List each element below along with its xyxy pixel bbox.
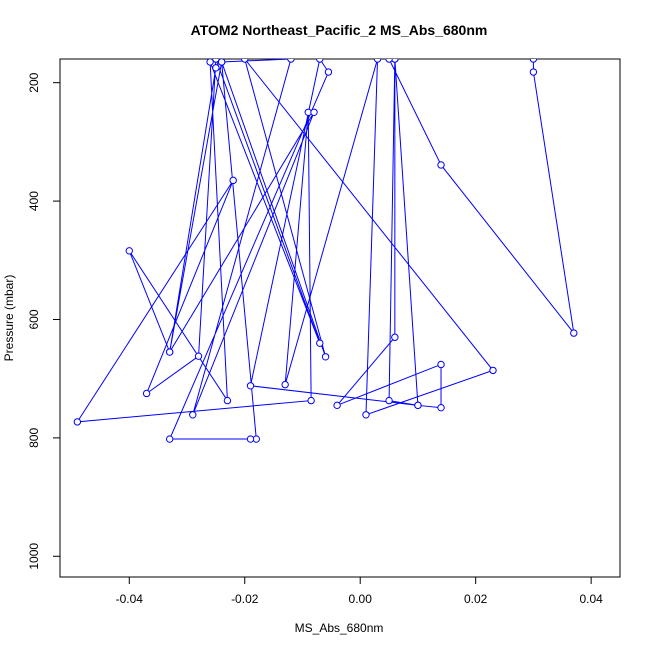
data-point <box>223 396 232 405</box>
data-point <box>437 360 445 369</box>
x-tick-label: -0.02 <box>231 592 259 606</box>
data-point <box>437 161 445 169</box>
y-tick-label: 400 <box>27 191 41 211</box>
data-point <box>206 59 214 66</box>
x-tick-label: 0.04 <box>579 592 603 606</box>
data-point <box>165 348 174 356</box>
data-point <box>229 176 237 185</box>
data-point <box>385 59 393 63</box>
x-axis-label: MS_Abs_680nm <box>295 621 384 635</box>
series-layer <box>73 59 578 443</box>
x-axis: -0.04 -0.02 0.00 0.02 0.04 <box>116 576 603 606</box>
data-point <box>391 333 399 341</box>
y-tick-label: 1000 <box>27 543 41 570</box>
data-point <box>333 401 341 410</box>
data-point <box>241 59 249 63</box>
x-tick-label: -0.04 <box>116 592 144 606</box>
data-point <box>165 435 174 443</box>
chart-title: ATOM2 Northeast_Pacific_2 MS_Abs_680nm <box>191 22 488 38</box>
data-point <box>373 59 382 63</box>
data-point <box>212 64 220 72</box>
data-point <box>246 382 255 390</box>
data-point <box>287 59 295 63</box>
y-axis-label: Pressure (mbar) <box>2 275 16 362</box>
data-point <box>324 68 333 76</box>
data-point <box>246 435 255 443</box>
data-point <box>529 68 538 76</box>
data-point <box>316 59 324 63</box>
data-point <box>307 396 315 405</box>
data-point <box>489 366 497 375</box>
data-point <box>194 352 203 360</box>
data-point <box>142 389 151 398</box>
data-point <box>189 411 197 419</box>
y-axis: 200 400 600 800 1000 <box>27 72 61 570</box>
x-tick-label: 0.00 <box>349 592 373 606</box>
data-point <box>212 59 220 63</box>
series-line <box>76 59 575 440</box>
y-tick-label: 800 <box>27 428 41 448</box>
data-point <box>437 403 445 412</box>
data-point <box>362 411 370 419</box>
data-point <box>217 59 226 66</box>
y-tick-label: 600 <box>27 309 41 329</box>
y-tick-label: 200 <box>27 72 41 92</box>
data-point <box>391 59 399 63</box>
data-point <box>529 59 538 63</box>
data-point <box>570 329 578 337</box>
data-point <box>321 353 330 361</box>
data-point <box>125 247 133 255</box>
data-point <box>281 380 289 389</box>
data-point <box>73 418 82 426</box>
data-point <box>414 401 422 410</box>
x-tick-label: 0.02 <box>464 592 488 606</box>
data-point <box>316 339 324 347</box>
data-point <box>310 108 318 116</box>
data-point <box>385 396 393 405</box>
